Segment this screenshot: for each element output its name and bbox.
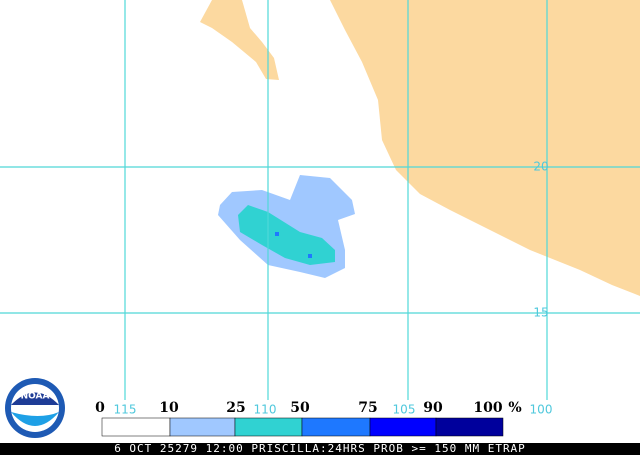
legend-swatch — [369, 417, 437, 437]
lon-label: 115 — [114, 403, 137, 417]
legend-label: 75 — [358, 400, 377, 416]
probability-area-25 — [238, 205, 335, 265]
lon-label: 110 — [254, 403, 277, 417]
legend-label: 50 — [290, 400, 310, 416]
lat-label: 15 — [533, 306, 548, 320]
probability-area-50 — [275, 232, 279, 236]
lon-label: 105 — [393, 403, 416, 417]
baja-peninsula — [200, 0, 279, 80]
lat-label: 20 — [533, 160, 548, 174]
legend-label: 10 — [159, 400, 179, 416]
noaa-logo: NOAA — [5, 378, 65, 438]
legend-swatch — [101, 417, 171, 437]
legend-label: 0 — [95, 400, 105, 416]
legend-swatch — [169, 417, 236, 437]
caption: 6 OCT 25279 12:00 PRISCILLA:24HRS PROB >… — [114, 442, 526, 455]
legend-swatch — [435, 417, 504, 437]
legend-label: 25 — [226, 400, 245, 416]
legend-unit: % — [508, 400, 521, 416]
lon-label: 100 — [530, 403, 553, 417]
grid — [0, 0, 640, 400]
probability-area-50 — [308, 254, 312, 258]
caption-bar — [0, 443, 640, 455]
legend-label: 90 — [423, 400, 443, 416]
legend-swatch — [301, 417, 371, 437]
legend-swatch — [234, 417, 303, 437]
legend-label: 100 — [473, 400, 502, 416]
logo-text: NOAA — [21, 392, 50, 402]
